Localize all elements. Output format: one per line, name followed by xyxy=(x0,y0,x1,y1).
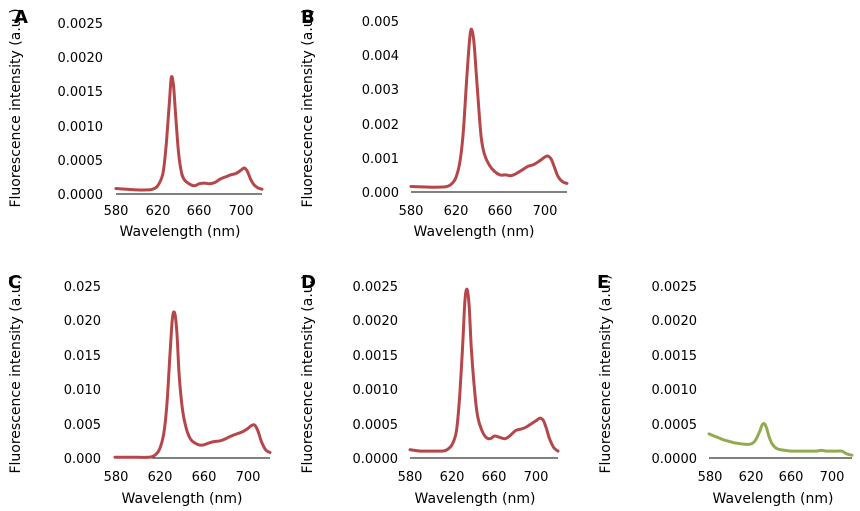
x-tick-label: 700 xyxy=(524,470,549,485)
x-tick-label: 700 xyxy=(820,470,845,485)
y-tick-label: 0.0005 xyxy=(58,154,104,169)
y-axis-label: Fluorescence intensity (a.u.) xyxy=(300,8,316,207)
x-tick-label: 660 xyxy=(488,204,513,219)
x-tick-labels: 580 620 660 700 xyxy=(398,470,549,485)
panel-label: B xyxy=(301,7,315,28)
y-tick-label: 0.0020 xyxy=(58,51,104,66)
y-tick-labels: 0.000 0.005 0.010 0.015 0.020 0.025 xyxy=(64,280,101,467)
y-tick-label: 0.0000 xyxy=(652,452,698,467)
x-tick-label: 580 xyxy=(398,470,423,485)
y-tick-label: 0.015 xyxy=(64,349,101,364)
series-line xyxy=(113,310,272,459)
panel-D: D Fluorescence intensity (a.u.) 0.0000 0… xyxy=(300,272,560,507)
y-tick-label: 0.003 xyxy=(362,83,399,98)
series-line xyxy=(408,287,560,453)
x-tick-labels: 580 620 660 700 xyxy=(399,204,558,219)
y-tick-label: 0.002 xyxy=(362,118,399,133)
series-line xyxy=(114,75,264,192)
y-axis-label: Fluorescence intensity (a.u.) xyxy=(300,274,316,473)
y-tick-label: 0.0025 xyxy=(353,280,399,295)
y-axis-label-line1: Fluorescence intensity (a.u.) xyxy=(8,8,24,207)
x-tick-label: 700 xyxy=(229,204,254,219)
y-tick-label: 0.000 xyxy=(362,186,399,201)
y-tick-label: 0.0015 xyxy=(353,349,399,364)
y-axis-label: Fluorescence intensity (a.u.) xyxy=(8,274,24,473)
y-tick-label: 0.004 xyxy=(362,49,399,64)
y-tick-label: 0.0005 xyxy=(652,418,698,433)
y-tick-label: 0.0000 xyxy=(58,188,104,203)
x-axis-label: Wavelength (nm) xyxy=(414,224,535,240)
series-line xyxy=(707,422,854,457)
y-tick-labels: 0.0000 0.0005 0.0010 0.0015 0.0020 0.002… xyxy=(58,17,104,203)
y-tick-label: 0.010 xyxy=(64,383,101,398)
x-tick-label: 620 xyxy=(739,470,764,485)
series-line xyxy=(409,27,569,189)
y-tick-label: 0.0015 xyxy=(652,349,698,364)
x-tick-labels: 580 620 660 700 xyxy=(104,470,261,485)
y-tick-label: 0.0020 xyxy=(652,314,698,329)
x-tick-label: 580 xyxy=(104,470,129,485)
panel-C: C Fluorescence intensity (a.u.) 0.000 0.… xyxy=(8,272,272,507)
x-tick-label: 620 xyxy=(148,470,173,485)
x-tick-label: 580 xyxy=(698,470,723,485)
x-tick-label: 620 xyxy=(146,204,171,219)
y-tick-label: 0.0005 xyxy=(353,418,399,433)
y-tick-label: 0.0010 xyxy=(353,383,399,398)
x-tick-label: 660 xyxy=(779,470,804,485)
y-tick-label: 0.005 xyxy=(362,15,399,30)
y-tick-label: 0.020 xyxy=(64,314,101,329)
x-tick-label: 580 xyxy=(399,204,424,219)
x-tick-label: 620 xyxy=(444,204,469,219)
panel-label: D xyxy=(301,272,316,293)
y-tick-label: 0.000 xyxy=(64,452,101,467)
y-tick-label: 0.0025 xyxy=(58,17,104,32)
x-tick-labels: 580 620 660 700 xyxy=(698,470,845,485)
x-tick-label: 660 xyxy=(192,470,217,485)
x-tick-label: 620 xyxy=(440,470,465,485)
x-tick-labels: 580 620 660 700 xyxy=(104,204,254,219)
x-tick-label: 700 xyxy=(533,204,558,219)
x-tick-label: 700 xyxy=(236,470,261,485)
panel-label: C xyxy=(8,272,21,293)
panel-label: A xyxy=(14,7,28,28)
y-tick-label: 0.0020 xyxy=(353,314,399,329)
y-tick-label: 0.0010 xyxy=(652,383,698,398)
y-tick-label: 0.001 xyxy=(362,152,399,167)
x-tick-label: 660 xyxy=(482,470,507,485)
panel-label: E xyxy=(597,272,609,293)
y-tick-labels: 0.000 0.001 0.002 0.003 0.004 0.005 xyxy=(362,15,399,201)
y-tick-label: 0.0025 xyxy=(652,280,698,295)
panel-E: E Fluorescence intensity (a.u.) 0.0000 0… xyxy=(597,272,854,507)
y-tick-label: 0.0000 xyxy=(353,452,399,467)
panel-B: B Fluorescence intensity (a.u.) 0.000 0.… xyxy=(300,7,569,240)
y-tick-labels: 0.0000 0.0005 0.0010 0.0015 0.0020 0.002… xyxy=(652,280,698,467)
x-axis-label: Wavelength (nm) xyxy=(120,224,241,240)
y-tick-label: 0.0010 xyxy=(58,120,104,135)
y-tick-label: 0.005 xyxy=(64,418,101,433)
y-tick-label: 0.0015 xyxy=(58,85,104,100)
panel-A: A Fluorescence intensity (a.u.) 0.0000 0… xyxy=(8,7,264,240)
y-tick-label: 0.025 xyxy=(64,280,101,295)
y-tick-labels: 0.0000 0.0005 0.0010 0.0015 0.0020 0.002… xyxy=(353,280,399,467)
x-axis-label: Wavelength (nm) xyxy=(415,491,536,507)
x-tick-label: 660 xyxy=(187,204,212,219)
x-axis-label: Wavelength (nm) xyxy=(122,491,243,507)
x-axis-label: Wavelength (nm) xyxy=(713,491,834,507)
y-axis-label: Fluorescence intensity (a.u.) xyxy=(598,274,614,473)
x-tick-label: 580 xyxy=(104,204,129,219)
